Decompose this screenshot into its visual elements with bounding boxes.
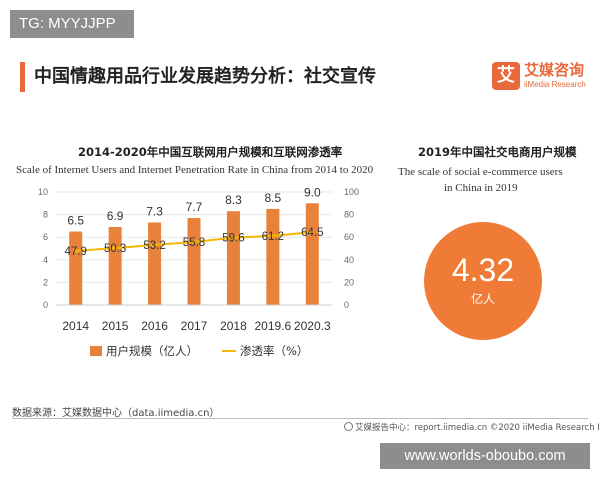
- x-tick-label: 2014: [62, 319, 89, 333]
- line-point: [310, 230, 314, 234]
- y-right-tick-label: 80: [344, 210, 354, 220]
- x-tick-label: 2016: [141, 319, 168, 333]
- line-value-label: 61.2: [262, 231, 284, 243]
- circle-value: 4.32: [451, 252, 515, 288]
- brand-name: 艾媒咨询: [524, 61, 585, 79]
- brand-mark-icon: 艾: [492, 62, 520, 90]
- line-value-label: 47.9: [65, 246, 87, 258]
- brand-subtitle: iiMedia Research: [524, 80, 586, 89]
- bar-value-label: 6.9: [107, 209, 124, 223]
- legend-label-penetration: 渗透率（%）: [240, 344, 309, 358]
- line-value-label: 59.6: [222, 233, 244, 245]
- bar: [305, 203, 319, 305]
- line-value-label: 64.5: [301, 227, 323, 239]
- y-left-tick-label: 4: [43, 255, 48, 265]
- bar-value-label: 8.3: [225, 193, 242, 207]
- left-chart-subtitle: Scale of Internet Users and Internet Pen…: [16, 164, 374, 176]
- line-point: [271, 234, 275, 238]
- y-right-tick-label: 40: [344, 255, 354, 265]
- bar-value-label: 7.7: [186, 200, 203, 214]
- x-tick-label: 2015: [102, 319, 129, 333]
- y-right-tick-label: 60: [344, 232, 354, 242]
- legend-label-users: 用户规模（亿人）: [106, 344, 198, 358]
- y-left-tick-label: 8: [43, 210, 48, 220]
- x-tick-label: 2019.6: [255, 319, 292, 333]
- y-left-tick-label: 2: [43, 277, 48, 287]
- line-point: [231, 236, 235, 240]
- bar: [266, 208, 280, 305]
- right-panel-subtitle-line2: in China in 2019: [444, 182, 518, 194]
- footer-copyright-text: 艾媒报告中心：report.iimedia.cn ©2020 iiMedia R…: [355, 423, 600, 433]
- y-right-tick-label: 100: [344, 187, 359, 197]
- line-point: [74, 249, 78, 253]
- y-left-tick-label: 10: [38, 187, 48, 197]
- y-left-tick-label: 6: [43, 232, 48, 242]
- x-tick-label: 2018: [220, 319, 247, 333]
- bar-value-label: 6.5: [67, 214, 84, 228]
- bar: [108, 227, 122, 305]
- brand-logo: 艾 艾媒咨询 iiMedia Research: [492, 60, 592, 96]
- line-point: [153, 243, 157, 247]
- left-chart-title: 2014-2020年中国互联网用户规模和互联网渗透率: [78, 145, 343, 159]
- bar-value-label: 7.3: [146, 205, 163, 219]
- legend-swatch-bar: [90, 346, 102, 356]
- watermark-top: TG: MYYJJPP: [10, 10, 134, 38]
- line-point: [192, 240, 196, 244]
- line-value-label: 50.3: [104, 243, 126, 255]
- footer-copyright: 艾媒报告中心：report.iimedia.cn ©2020 iiMedia R…: [344, 421, 600, 433]
- line-value-label: 53.2: [143, 240, 165, 252]
- y-left-tick-label: 0: [43, 300, 48, 310]
- y-right-tick-label: 20: [344, 277, 354, 287]
- line-value-label: 55.8: [183, 237, 205, 249]
- legend-swatch-line: [222, 350, 236, 352]
- copyright-icon: [344, 422, 353, 431]
- bar: [148, 222, 162, 305]
- title-accent-bar: [20, 62, 25, 92]
- bar-value-label: 9.0: [304, 185, 321, 199]
- bar: [187, 217, 201, 305]
- watermark-bottom: www.worlds-oboubo.com: [380, 443, 590, 469]
- x-tick-label: 2017: [181, 319, 208, 333]
- data-source: 数据来源：艾媒数据中心（data.iimedia.cn）: [12, 408, 220, 419]
- bar-value-label: 8.5: [265, 191, 282, 205]
- page-title: 中国情趣用品行业发展趋势分析：社交宣传: [34, 66, 376, 87]
- footer-divider: [12, 418, 588, 419]
- bar: [226, 211, 240, 305]
- y-right-tick-label: 0: [344, 300, 349, 310]
- bar: [69, 231, 83, 305]
- line-point: [113, 246, 117, 250]
- right-panel-subtitle-line1: The scale of social e-commerce users: [398, 166, 563, 178]
- circle-unit: 亿人: [470, 292, 495, 306]
- x-tick-label: 2020.3: [294, 319, 331, 333]
- social-ecommerce-users-circle: 4.32 亿人: [424, 222, 542, 340]
- right-panel-title: 2019年中国社交电商用户规模: [418, 145, 577, 159]
